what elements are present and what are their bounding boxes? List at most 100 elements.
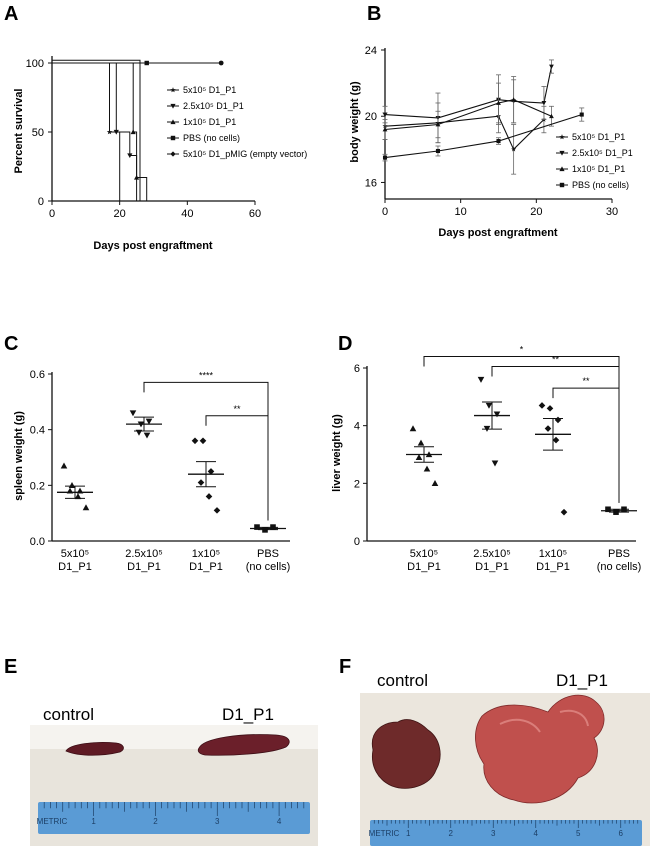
ruler-label: METRIC [369, 829, 400, 838]
weight-line [384, 66, 553, 119]
weight-line [384, 115, 545, 151]
y-tick-label-c: 0.0 [30, 536, 45, 548]
data-point [546, 405, 554, 412]
y-tick-label-b: 20 [365, 111, 377, 123]
ruler-number: 2 [449, 829, 454, 838]
data-point [431, 480, 439, 486]
legend-label-b: 2.5x10⁵ D1_P1 [572, 148, 633, 158]
category-label-line2: D1_P1 [189, 561, 223, 573]
panel-c: C 0.00.20.40.6 ****** 5x10⁵D1_P12.5x10⁵D… [4, 333, 290, 573]
ruler-ticks-f: METRIC 1 2 3 4 5 6 [369, 820, 639, 838]
y-axis-title-a: Percent survival [13, 89, 25, 174]
significance-label: ** [552, 355, 560, 365]
weight-point [579, 112, 584, 117]
survival-line [52, 59, 141, 201]
panel-letter-f: F [339, 656, 351, 678]
data-point [191, 437, 199, 445]
y-tick-label-c: 0.6 [30, 369, 45, 381]
ruler-number: 1 [406, 829, 411, 838]
y-tick-label-c: 0.4 [30, 425, 45, 437]
category-label-line2: (no cells) [246, 561, 291, 573]
data-point [560, 508, 568, 516]
data-point [554, 416, 562, 424]
weight-point [496, 100, 501, 105]
enlarged-spleen [197, 734, 290, 756]
control-liver [371, 719, 441, 789]
y-tick-label-a: 0 [38, 196, 44, 208]
ticks-b: 0 10 20 30 16 20 24 [365, 45, 618, 218]
ticks-d: 0 2 4 6 [354, 363, 367, 548]
control-spleen [65, 742, 124, 756]
category-label-line1: 2.5x10⁵ [473, 548, 511, 560]
significance-brackets-c: ****** [143, 370, 269, 521]
significance-bracket [143, 381, 269, 521]
x-tick-label-b: 10 [455, 206, 467, 218]
significance-label: ** [582, 376, 590, 386]
x-axis-title-a: Days post engraftment [93, 240, 213, 252]
survival-marker [106, 129, 113, 135]
ruler-number: 2 [153, 817, 158, 826]
panel-letter-c: C [4, 333, 18, 355]
y-tick-label-c: 0.2 [30, 480, 45, 492]
data-point [199, 437, 207, 445]
ticks-c: 0.0 0.2 0.4 0.6 [30, 369, 52, 548]
y-axis-title-d: liver weight (g) [331, 414, 343, 492]
data-point [415, 454, 423, 461]
panel-f: F control D1_P1 METRIC 1 2 3 4 5 6 [339, 656, 650, 846]
liver-highlight [499, 709, 589, 733]
data-point [485, 402, 493, 409]
legend-marker-b [559, 134, 565, 140]
legend-label-a: 5x10⁵ D1_pMIG (empty vector) [183, 149, 307, 159]
data-point [68, 482, 76, 488]
weight-point [511, 97, 517, 102]
weight-line [384, 114, 582, 159]
legend-label-b: PBS (no cells) [572, 180, 629, 190]
category-label-line1: 5x10⁵ [61, 548, 89, 560]
ticks-a: 0 20 40 60 0 50 100 [26, 58, 261, 220]
legend-label-a: 1x10⁵ D1_P1 [183, 117, 236, 127]
x-tick-label-a: 0 [49, 208, 55, 220]
survival-marker [130, 129, 136, 135]
legend-label-b: 1x10⁵ D1_P1 [572, 164, 625, 174]
category-label-line2: D1_P1 [475, 561, 509, 573]
enlarged-liver [475, 694, 605, 804]
data-point [605, 506, 611, 513]
data-point [213, 507, 221, 514]
data-point [417, 439, 425, 446]
liver-points [406, 376, 637, 516]
photo-label-control-e: control [43, 705, 94, 724]
survival-curves [52, 59, 224, 201]
data-point [477, 376, 485, 383]
x-tick-label-a: 20 [114, 208, 126, 220]
panel-letter-a: A [4, 3, 18, 25]
legend-marker-a [170, 151, 176, 157]
legend-marker-a [170, 87, 176, 93]
survival-marker [113, 129, 119, 135]
photo-label-d1p1-f: D1_P1 [556, 671, 608, 690]
significance-label: ** [233, 404, 241, 414]
photo-label-control-f: control [377, 671, 428, 690]
category-label-line2: D1_P1 [407, 561, 441, 573]
y-tick-label-d: 6 [354, 363, 360, 375]
data-point [60, 462, 68, 469]
legend-marker-b [559, 150, 565, 156]
legend-a: 5x10⁵ D1_P1 2.5x10⁵ D1_P1 1x10⁵ D1_P1 PBS (… [167, 85, 307, 159]
ruler-label: METRIC [37, 817, 68, 826]
significance-label: * [520, 344, 524, 354]
spleen-points [57, 410, 286, 533]
category-label-line1: 1x10⁵ [192, 548, 220, 560]
ruler-f [370, 820, 642, 846]
y-tick-label-a: 50 [32, 127, 44, 139]
data-point [205, 493, 213, 500]
y-tick-label-d: 0 [354, 536, 360, 548]
panel-e: E control D1_P1 METRIC 1 2 3 4 [4, 656, 318, 846]
y-tick-label-b: 16 [365, 177, 377, 189]
data-point [207, 468, 215, 475]
category-label-line1: 5x10⁵ [410, 548, 438, 560]
data-point [82, 504, 90, 511]
photo-label-d1p1-e: D1_P1 [222, 705, 274, 724]
category-label-line1: 1x10⁵ [539, 548, 567, 560]
